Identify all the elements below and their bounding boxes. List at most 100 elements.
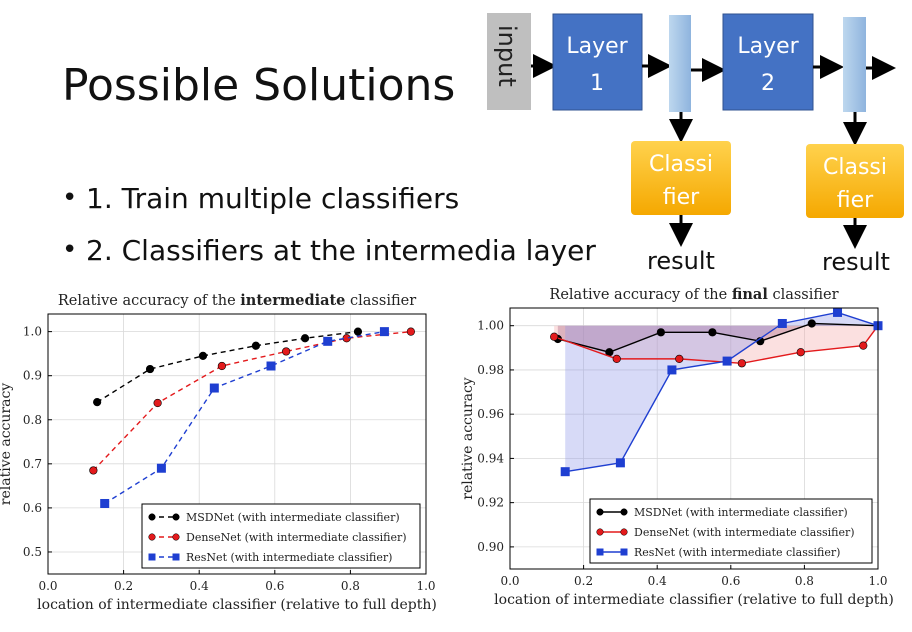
y-axis-label: relative accuracy [0, 383, 14, 505]
bullet-item: • 1. Train multiple classifiers [62, 172, 596, 224]
input-block [487, 13, 531, 110]
data-point-square [722, 356, 732, 366]
data-point-circle [217, 361, 226, 371]
data-point-circle [353, 327, 363, 336]
y-tick-label: 0.9 [23, 369, 42, 383]
x-axis-label: location of intermediate classifier (rel… [37, 597, 437, 613]
chart-title-prefix: Relative accuracy of the [58, 293, 240, 309]
legend-label: MSDNet (with intermediate classifier) [634, 506, 848, 519]
chart-title: Relative accuracy of the intermediate cl… [58, 292, 416, 309]
data-point-square [833, 307, 843, 317]
feature-connector [843, 17, 866, 112]
x-tick-label: 1.0 [416, 579, 435, 593]
data-point-square [777, 318, 787, 328]
chart-title: Relative accuracy of the final classifie… [549, 286, 838, 303]
legend-marker-square [596, 548, 604, 556]
data-point-square [667, 365, 677, 375]
data-point-square [615, 458, 625, 468]
data-point-circle [198, 351, 208, 360]
data-point-circle [708, 328, 717, 337]
data-point-square [379, 327, 389, 337]
data-point-circle [406, 327, 415, 336]
x-tick-label: 0.4 [190, 579, 209, 593]
x-tick-label: 0.2 [114, 579, 133, 593]
legend-marker-square [148, 553, 156, 561]
y-tick-label: 0.7 [23, 457, 42, 471]
classifier-label-line2: fier [837, 188, 874, 213]
x-tick-label: 0.6 [265, 579, 284, 593]
data-point-circle [145, 364, 155, 374]
chart-title-suffix: classifier [345, 293, 416, 309]
classifier-block [631, 141, 731, 215]
y-tick-label: 0.6 [23, 501, 42, 515]
legend-marker-circle [172, 513, 180, 521]
legend-label: ResNet (with intermediate classifier) [186, 551, 392, 564]
chart-title-emphasis: final [732, 286, 768, 303]
legend-marker-circle [596, 508, 604, 516]
bullet-text: 1. Train multiple classifiers [86, 181, 460, 215]
x-tick-label: 1.0 [868, 574, 887, 588]
x-tick-label: 0.0 [38, 579, 57, 593]
legend-box [141, 503, 421, 569]
plot-frame [47, 313, 427, 575]
data-point-circle [859, 341, 868, 350]
y-tick-label: 1.0 [23, 325, 42, 339]
legend-marker-circle [620, 528, 628, 536]
data-point-circle [300, 334, 310, 343]
data-point-circle [251, 341, 260, 350]
feature-connector [669, 15, 691, 112]
legend-marker-circle [620, 508, 628, 516]
classifier-block [806, 144, 904, 218]
chart-title-prefix: Relative accuracy of the [549, 287, 731, 303]
legend-marker-square [172, 553, 180, 561]
bullet-item: • 2. Classifiers at the intermedia layer [62, 224, 596, 276]
series-fill-area [554, 325, 878, 364]
series-fill-area [565, 312, 878, 472]
y-tick-label: 0.92 [477, 496, 504, 510]
final-accuracy-chart: 0.0 0.2 0.4 0.6 0.8 1.0 0.90 0.92 0.94 0.96 0.98 1.… [460, 286, 894, 608]
data-point-square [100, 498, 110, 508]
y-tick-label: 0.8 [23, 413, 42, 427]
layer2-block [722, 13, 814, 111]
y-tick-label: 0.90 [477, 540, 504, 554]
layer1-block [552, 13, 643, 111]
layer2-label-line1: Layer [737, 34, 799, 59]
legend-label: DenseNet (with intermediate classifier) [634, 526, 855, 539]
data-point-circle [282, 347, 291, 356]
data-point-circle [737, 359, 746, 368]
classifier-label-line2: fier [663, 185, 700, 210]
data-point-circle [93, 398, 102, 407]
y-tick-label: 1.00 [477, 319, 504, 333]
data-point-square [266, 361, 276, 371]
x-axis-label: location of intermediate classifier (rel… [494, 592, 894, 608]
series-fill-area [557, 323, 878, 353]
legend-marker-circle [148, 533, 156, 541]
legend-marker-circle [596, 528, 604, 536]
series-line [92, 330, 411, 471]
legend-marker-circle [172, 533, 180, 541]
x-tick-label: 0.0 [500, 574, 519, 588]
x-tick-label: 0.8 [341, 579, 360, 593]
intermediate-accuracy-chart: 0.0 0.2 0.4 0.6 0.8 1.0 0.5 0.6 0.7 0.8 0.9 1.0 Rela… [0, 292, 437, 613]
classifier-label-line1: Classi [823, 155, 887, 180]
result-label: result [647, 247, 715, 275]
chart-title-suffix: classifier [768, 287, 839, 303]
data-point-circle [550, 332, 559, 341]
legend-label: DenseNet (with intermediate classifier) [186, 531, 407, 544]
x-tick-label: 0.8 [795, 574, 814, 588]
y-tick-label: 0.98 [477, 363, 504, 377]
x-tick-label: 0.2 [574, 574, 593, 588]
data-point-circle [612, 354, 621, 363]
layer1-label-line1: Layer [566, 34, 628, 59]
data-point-circle [656, 328, 665, 337]
network-diagram: input Layer 1 Layer 2 Classi fier result… [487, 13, 904, 276]
x-tick-label: 0.4 [648, 574, 667, 588]
data-point-circle [153, 398, 162, 408]
classifier-label-line1: Classi [649, 152, 713, 177]
data-point-circle [675, 354, 684, 363]
legend-label: ResNet (with intermediate classifier) [634, 546, 840, 559]
y-tick-label: 0.96 [477, 407, 504, 421]
x-tick-label: 0.6 [721, 574, 740, 588]
data-point-circle [89, 466, 98, 475]
chart-title-emphasis: intermediate [240, 292, 345, 309]
